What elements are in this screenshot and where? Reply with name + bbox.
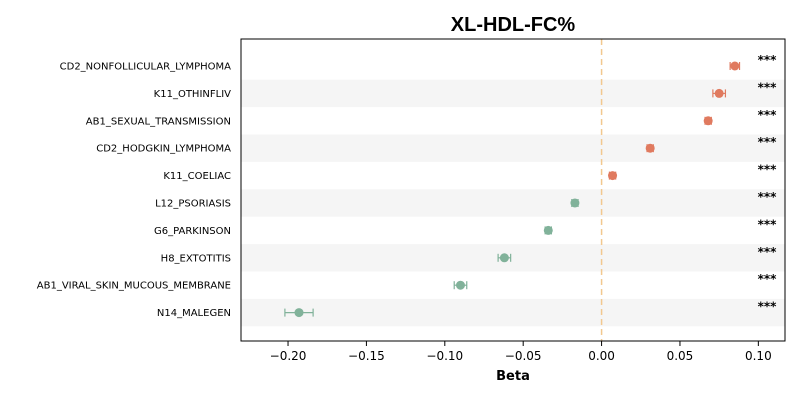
row-band: [241, 134, 785, 162]
data-point: [714, 88, 724, 98]
chart-title: XL-HDL-FC%: [451, 14, 576, 36]
row-band: [241, 79, 785, 108]
row-band: [241, 298, 785, 327]
data-marks: [284, 61, 741, 318]
category-label: H8_EXTOTITIS: [161, 253, 231, 264]
x-axis-ticks: −0.20 −0.15 −0.10 −0.05 0.00 0.05 0.10: [270, 341, 772, 363]
data-point: [703, 116, 713, 126]
x-tick-label: −0.05: [505, 349, 542, 363]
category-label: K11_OTHINFLIV: [154, 89, 231, 100]
significance-label: ***: [758, 300, 778, 314]
significance-label: ***: [758, 53, 778, 67]
x-tick-label: 0.10: [745, 349, 772, 363]
row-bands: [241, 79, 785, 327]
significance-label: ***: [758, 245, 778, 259]
significance-label: ***: [758, 135, 778, 149]
significance-label: ***: [758, 272, 778, 286]
x-tick-label: −0.15: [348, 349, 385, 363]
significance-label: ***: [758, 80, 778, 94]
category-label: G6_PARKINSON: [154, 226, 231, 237]
significance-labels: *** *** *** *** *** *** *** *** *** ***: [758, 53, 778, 314]
x-tick-label: −0.20: [270, 349, 307, 363]
data-point: [570, 198, 580, 208]
x-tick-label: 0.00: [588, 349, 615, 363]
data-point: [608, 171, 618, 181]
category-label: N14_MALEGEN: [157, 308, 231, 319]
category-label: L12_PSORIASIS: [155, 199, 231, 210]
data-point: [499, 253, 509, 263]
x-tick-label: 0.05: [667, 349, 694, 363]
significance-label: ***: [758, 108, 778, 122]
x-axis-label: Beta: [496, 369, 530, 384]
data-point: [294, 308, 304, 318]
category-labels: CD2_NONFOLLICULAR_LYMPHOMA K11_OTHINFLIV A…: [37, 62, 231, 320]
x-tick-label: −0.10: [426, 349, 463, 363]
row-band: [241, 244, 785, 272]
category-label: CD2_NONFOLLICULAR_LYMPHOMA: [60, 62, 232, 73]
significance-label: ***: [758, 217, 778, 231]
significance-label: ***: [758, 190, 778, 204]
plot-frame: [240, 38, 786, 342]
data-point: [730, 61, 740, 71]
category-label: CD2_HODGKIN_LYMPHOMA: [96, 144, 231, 155]
significance-label: ***: [758, 163, 778, 177]
row-band: [241, 189, 785, 217]
data-point: [455, 280, 465, 290]
category-label: AB1_VIRAL_SKIN_MUCOUS_MEMBRANE: [37, 281, 231, 292]
category-label: K11_COELIAC: [163, 171, 231, 182]
data-point: [645, 143, 655, 153]
data-point: [543, 225, 553, 235]
category-label: AB1_SEXUAL_TRANSMISSION: [86, 116, 231, 127]
